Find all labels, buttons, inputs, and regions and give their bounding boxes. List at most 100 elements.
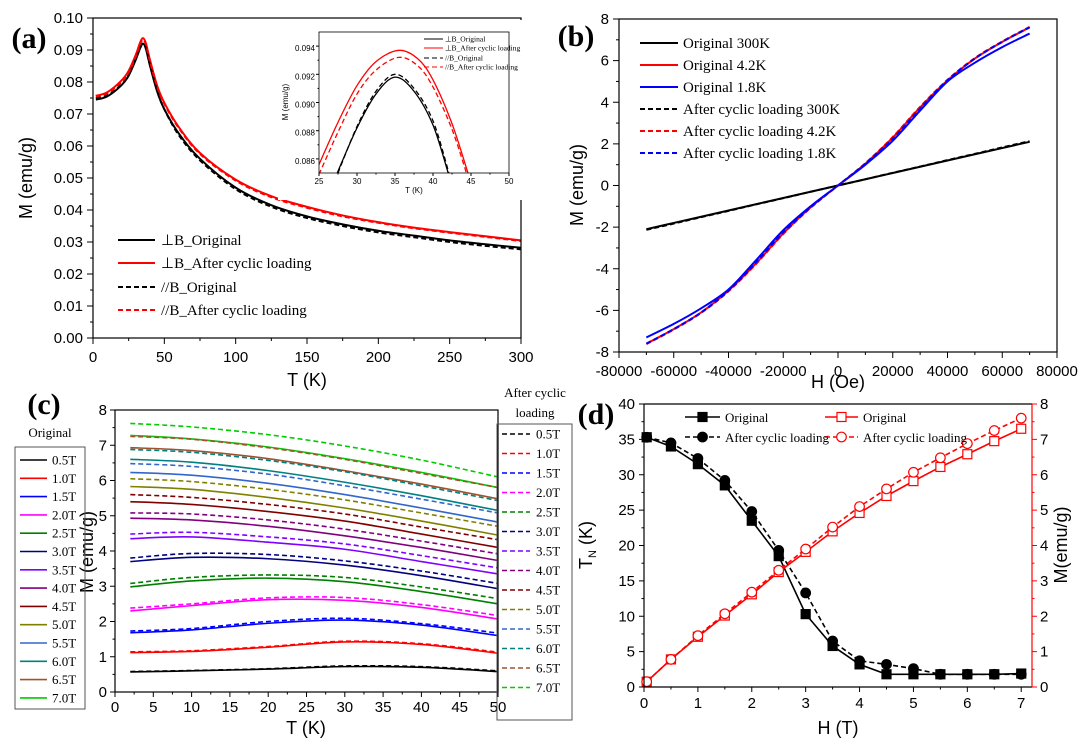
- x-tick-label: 80000: [1036, 363, 1078, 380]
- y-tick-label: 0.07: [54, 106, 83, 123]
- data-point-filled-circle: [908, 663, 919, 675]
- legend-label-original: 7.0T: [52, 690, 76, 705]
- legend-title-original: Original: [28, 425, 72, 440]
- x-tick-label: 60000: [981, 363, 1023, 380]
- legend-label-original: 3.5T: [52, 562, 76, 577]
- data-point-open-square: [1016, 423, 1027, 434]
- panel-label: (d): [578, 398, 615, 431]
- y-tick-label: 35: [618, 431, 635, 448]
- x-tick-label: 150: [294, 349, 319, 366]
- legend-label-original: 6.0T: [52, 654, 76, 669]
- legend-label-after: 2.0T: [536, 485, 560, 500]
- legend-box-original: [14, 446, 86, 710]
- series-line-after-0.5T: [130, 664, 498, 673]
- x-tick-label: 10: [183, 699, 200, 716]
- panel-label: (b): [558, 20, 595, 53]
- x-axis-label: H (T): [818, 718, 859, 738]
- legend-label: After cyclic loading 4.2K: [683, 124, 836, 140]
- legend-marker: [697, 431, 708, 443]
- legend-label-original: 1.0T: [52, 471, 76, 486]
- legend-label-original: 3.0T: [52, 544, 76, 559]
- x-tick-label: 0: [834, 363, 842, 380]
- y-tick-label: 7: [99, 437, 107, 454]
- x-tick-label: 25: [298, 699, 315, 716]
- y-tick-label: 30: [618, 467, 635, 484]
- data-point-open-circle: [641, 676, 653, 688]
- x-tick-label: 200: [366, 349, 391, 366]
- series-line-after-2.5T: [130, 574, 498, 600]
- legend-label: Original 300K: [683, 36, 770, 52]
- data-point-open-square: [962, 449, 973, 460]
- data-point-filled-circle: [881, 658, 892, 670]
- y-tick-label: 0.00: [54, 330, 83, 347]
- y-axis-label: M (emu/g): [567, 144, 587, 226]
- x-tick-label: 2: [748, 695, 756, 712]
- inset-series-line-2: [337, 73, 450, 173]
- x-tick-label: 3: [801, 695, 809, 712]
- data-point-filled-circle: [746, 506, 758, 517]
- legend-label: Original 4.2K: [683, 58, 766, 74]
- series-line-original-6.5T: [130, 446, 498, 500]
- y-tick-label: 0.03: [54, 234, 83, 251]
- legend-label-after: 5.5T: [536, 622, 560, 637]
- y-tick-label: 0: [627, 679, 635, 696]
- legend-marker: [836, 431, 847, 443]
- x-tick-label: 7: [1017, 695, 1025, 712]
- series-line-after-1.0T: [130, 640, 498, 653]
- x-axis-label: T (K): [286, 718, 326, 738]
- y-tick-label: 3: [1040, 573, 1048, 590]
- inset-y-axis-label: M (emu/g): [281, 83, 290, 120]
- x-tick-label: 45: [467, 177, 476, 186]
- series-line-after-4.0T: [130, 512, 498, 555]
- data-point-filled-square: [881, 669, 892, 680]
- x-tick-label: 300: [508, 349, 533, 366]
- legend-box-after: [496, 423, 573, 721]
- legend-label-after: 4.0T: [536, 563, 560, 578]
- y-tick-label: 0: [99, 684, 107, 701]
- legend-label: //B_Original: [161, 280, 237, 296]
- series-line-original-2.0T: [130, 598, 498, 620]
- data-point-open-circle: [719, 608, 731, 620]
- legend-label-original: 2.0T: [52, 507, 76, 522]
- data-point-open-square: [908, 476, 919, 487]
- y-tick-label: 0.02: [54, 266, 83, 283]
- y-tick-label: 5: [1040, 502, 1048, 519]
- inset-legend-label: ⊥B_Original: [445, 35, 485, 44]
- x-tick-label: 100: [223, 349, 248, 366]
- inset-legend-label: //B_After cyclic loading: [445, 63, 518, 72]
- legend-label: After cyclic loading 1.8K: [683, 146, 836, 162]
- y-tick-label: 8: [1040, 396, 1048, 413]
- panel-label: (a): [12, 22, 47, 55]
- y-tick-label: 8: [99, 402, 107, 419]
- y-tick-label: 6: [1040, 467, 1048, 484]
- series-line-original-6.0T: [130, 458, 498, 512]
- legend-label-original: 1.5T: [52, 489, 76, 504]
- inset-series-line-3: [319, 56, 468, 173]
- y-tick-label: 6: [99, 473, 107, 490]
- legend-label-original: 4.0T: [52, 581, 76, 596]
- data-point-open-circle: [1015, 412, 1027, 424]
- y-tick-label: 5: [627, 644, 635, 661]
- legend-label-after: 3.0T: [536, 524, 560, 539]
- series-line-after-3.5T: [130, 531, 498, 569]
- legend-label-after: 7.0T: [536, 680, 560, 695]
- x-tick-label: 5: [149, 699, 157, 716]
- legend-label-original: 6.5T: [52, 672, 76, 687]
- x-tick-label: 0: [640, 695, 648, 712]
- y-tick-label: 4: [99, 543, 107, 560]
- y-tick-label: -8: [596, 344, 609, 361]
- data-point-filled-circle: [988, 668, 1000, 680]
- y-tick-label: 0.09: [54, 42, 83, 59]
- legend-label-original: 5.0T: [52, 617, 76, 632]
- y-tick-label: 1: [99, 649, 107, 666]
- series-line-original-3.5T: [130, 535, 498, 575]
- y-tick-label: 4: [1040, 538, 1048, 555]
- right-y-axis-label: M(emu/g): [1051, 506, 1071, 583]
- data-point-open-square: [989, 436, 1000, 447]
- data-point-open-circle: [961, 438, 973, 450]
- legend-label: //B_After cyclic loading: [161, 303, 307, 319]
- legend-label: After cyclic loading 300K: [683, 102, 840, 118]
- x-tick-label: 20000: [872, 363, 914, 380]
- y-tick-label: 4: [601, 94, 609, 111]
